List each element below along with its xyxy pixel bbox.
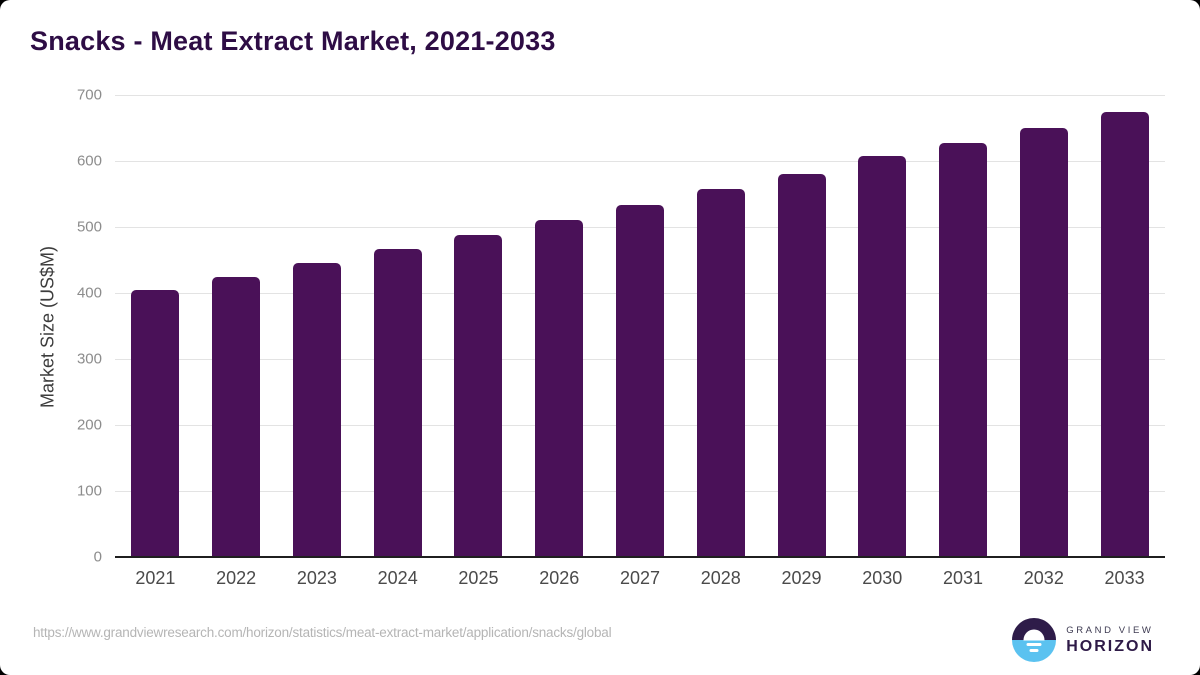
y-axis-tick-labels: 0 100 200 300 400 500 600 700	[0, 87, 102, 566]
y-tick-label: 100	[76, 482, 102, 500]
bar-band	[357, 95, 438, 557]
x-tick-label: 2033	[1104, 568, 1145, 588]
bar-band	[519, 95, 600, 557]
y-tick-label: 600	[76, 152, 102, 170]
bar-2027	[615, 205, 664, 557]
source-url: https://www.grandviewresearch.com/horizo…	[33, 625, 612, 640]
bar-2021	[131, 289, 180, 557]
bar-2032	[1019, 128, 1068, 557]
bar-band	[1003, 95, 1084, 557]
x-tick-label: 2031	[943, 568, 984, 588]
brand-logo: GRAND VIEW HORIZON	[1012, 618, 1154, 662]
bar-2028	[696, 189, 745, 557]
logo-brand-name: GRAND VIEW	[1066, 624, 1154, 636]
logo-sun-shape	[1023, 629, 1045, 640]
bar-2023	[292, 263, 341, 557]
chart-title: Snacks - Meat Extract Market, 2021-2033	[30, 26, 556, 56]
x-tick-label: 2025	[458, 568, 499, 588]
bar-band	[196, 95, 277, 557]
x-tick-label: 2028	[700, 568, 741, 588]
y-tick-label: 700	[76, 86, 102, 104]
gridline	[115, 161, 1165, 162]
y-tick-label: 500	[76, 218, 102, 236]
y-tick-label: 400	[76, 284, 102, 302]
bars-container	[115, 95, 1165, 557]
x-tick-label: 2021	[135, 568, 176, 588]
bar-band	[842, 95, 923, 557]
bar-band	[1084, 95, 1165, 557]
logo-product-name: HORIZON	[1066, 637, 1154, 655]
bar-2030	[858, 156, 907, 557]
bar-band	[438, 95, 519, 557]
x-tick-label: 2029	[781, 568, 822, 588]
x-axis-line	[115, 556, 1165, 558]
x-tick-label: 2032	[1023, 568, 1064, 588]
bar-band	[115, 95, 196, 557]
logo-reflection-line	[1026, 643, 1042, 646]
x-tick-label: 2022	[216, 568, 257, 588]
bar-band	[761, 95, 842, 557]
bar-2024	[373, 249, 422, 557]
y-tick-label: 200	[76, 416, 102, 434]
x-tick-label: 2024	[377, 568, 418, 588]
y-tick-label: 0	[93, 548, 102, 566]
bar-2022	[212, 276, 261, 557]
x-tick-label: 2027	[619, 568, 660, 588]
bar-2025	[454, 234, 503, 557]
logo-text: GRAND VIEW HORIZON	[1066, 625, 1154, 656]
bar-band	[600, 95, 681, 557]
logo-reflection-line	[1029, 649, 1039, 652]
bar-2026	[535, 220, 584, 557]
bar-2031	[939, 142, 988, 557]
horizon-sunset-icon	[1012, 618, 1057, 662]
gridline	[115, 95, 1165, 96]
bar-2033	[1100, 112, 1149, 557]
x-tick-label: 2030	[862, 568, 903, 588]
bar-band	[923, 95, 1004, 557]
y-tick-label: 300	[76, 350, 102, 368]
bar-band	[277, 95, 358, 557]
bar-band	[680, 95, 761, 557]
x-tick-label: 2023	[296, 568, 337, 588]
bar-2029	[777, 173, 826, 557]
logo-sky-half	[1012, 618, 1057, 640]
x-axis-tick-labels: 2021 2022 2023 2024 2025 2026 2027 2028 2029 2030…	[115, 568, 1165, 589]
plot-area	[115, 95, 1165, 558]
x-tick-label: 2026	[539, 568, 580, 588]
